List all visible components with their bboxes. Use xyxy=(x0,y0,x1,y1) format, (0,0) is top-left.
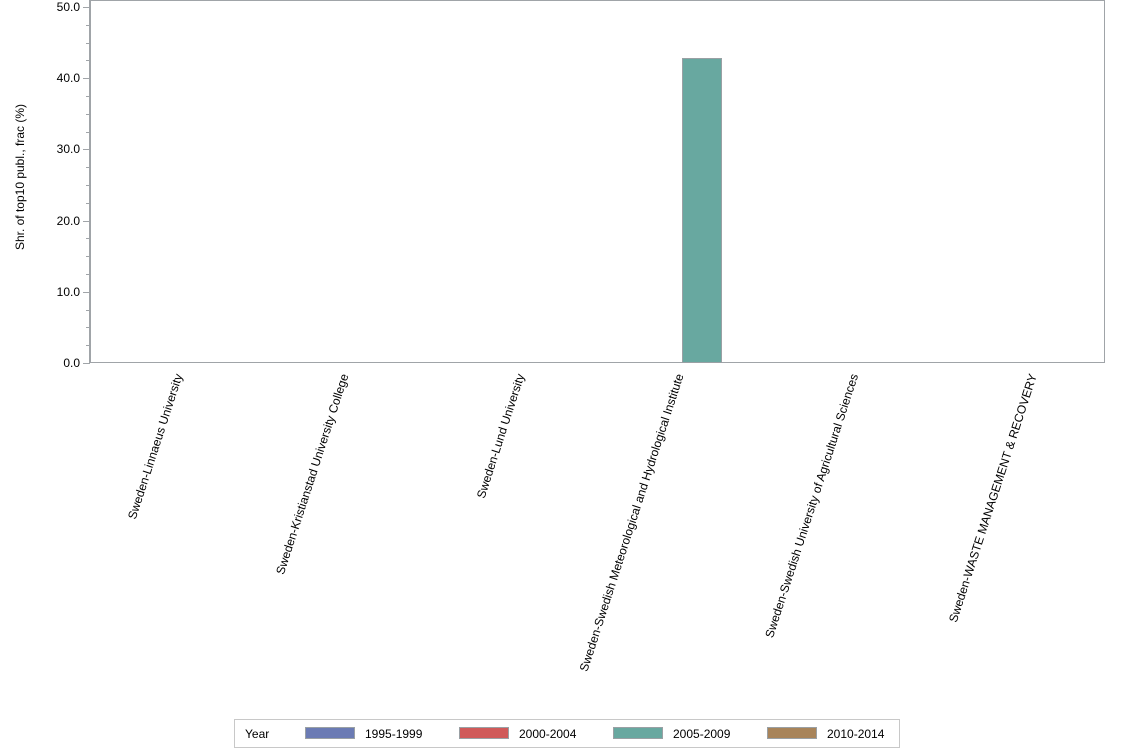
y-major-tick xyxy=(83,363,89,364)
y-axis-line xyxy=(89,0,90,364)
legend-label: 2010-2014 xyxy=(827,727,885,741)
legend-swatch-2010-2014 xyxy=(767,727,817,739)
y-major-tick xyxy=(83,221,89,222)
legend-swatch-2000-2004 xyxy=(459,727,509,739)
bar-2005-2009 xyxy=(682,58,722,363)
legend-label: 2005-2009 xyxy=(673,727,731,741)
y-minor-tick xyxy=(86,256,89,257)
y-minor-tick xyxy=(86,274,89,275)
x-category-label: Sweden-Lund University xyxy=(473,372,528,501)
legend-swatch-2005-2009 xyxy=(613,727,663,739)
y-tick-label: 10.0 xyxy=(56,285,80,299)
legend: Year 1995-1999 2000-2004 2005-2009 2010-… xyxy=(234,719,900,748)
y-tick-label: 40.0 xyxy=(56,71,80,85)
x-category-label: Sweden-Linnaeus University xyxy=(125,372,186,521)
y-minor-tick xyxy=(86,238,89,239)
y-tick-label: 20.0 xyxy=(56,214,80,228)
y-major-tick xyxy=(83,7,89,8)
legend-label: 1995-1999 xyxy=(365,727,423,741)
y-tick-label: 0.0 xyxy=(63,356,80,370)
y-minor-tick xyxy=(86,132,89,133)
y-major-tick xyxy=(83,292,89,293)
y-tick-label: 50.0 xyxy=(56,0,80,14)
x-category-label: Sweden-Kristianstad University College xyxy=(273,372,352,577)
x-category-label: Sweden-Swedish University of Agricultura… xyxy=(762,372,862,640)
y-minor-tick xyxy=(86,43,89,44)
y-axis-title: Shr. of top10 publ., frac (%) xyxy=(13,103,27,251)
legend-swatch-1995-1999 xyxy=(305,727,355,739)
y-minor-tick xyxy=(86,185,89,186)
y-minor-tick xyxy=(86,96,89,97)
x-category-label: Sweden-WASTE MANAGEMENT & RECOVERY xyxy=(946,372,1040,625)
y-minor-tick xyxy=(86,114,89,115)
plot-area xyxy=(90,0,1105,363)
legend-label: 2000-2004 xyxy=(519,727,577,741)
y-tick-label: 30.0 xyxy=(56,142,80,156)
y-minor-tick xyxy=(86,25,89,26)
y-major-tick xyxy=(83,78,89,79)
y-minor-tick xyxy=(86,203,89,204)
x-category-label: Sweden-Swedish Meteorological and Hydrol… xyxy=(576,372,687,674)
y-minor-tick xyxy=(86,327,89,328)
legend-title: Year xyxy=(245,727,270,741)
y-minor-tick xyxy=(86,310,89,311)
y-minor-tick xyxy=(86,345,89,346)
y-minor-tick xyxy=(86,60,89,61)
y-major-tick xyxy=(83,149,89,150)
y-minor-tick xyxy=(86,167,89,168)
